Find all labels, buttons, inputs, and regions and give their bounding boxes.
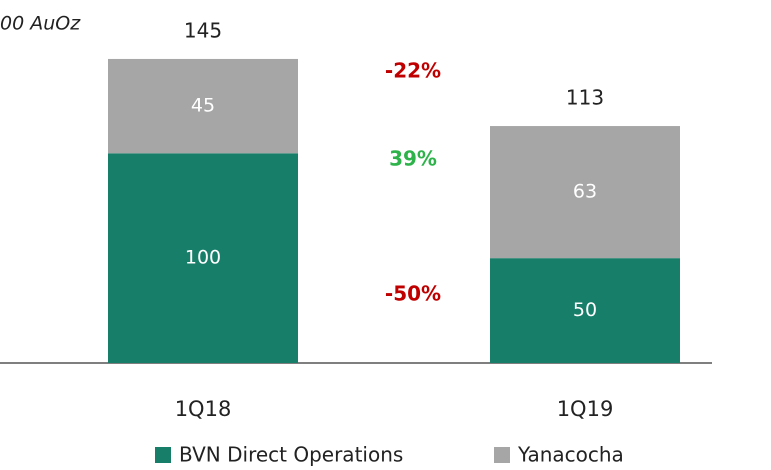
- bar-segment: [490, 126, 680, 259]
- value-label: 63: [573, 181, 597, 203]
- annotation: -50%: [385, 282, 441, 306]
- chart-title: 00 AuOz: [0, 13, 81, 35]
- x-tick-label: 1Q18: [175, 397, 232, 421]
- annotation: -22%: [385, 59, 441, 83]
- value-label: 45: [191, 95, 215, 117]
- legend-swatch: [155, 447, 171, 463]
- bar-segment: [108, 153, 298, 363]
- legend-swatch: [494, 447, 510, 463]
- value-label: 100: [185, 247, 221, 269]
- value-label: 50: [573, 299, 597, 321]
- x-tick-label: 1Q19: [557, 397, 614, 421]
- total-label: 145: [184, 18, 222, 42]
- bar-segment: [490, 258, 680, 363]
- legend-label: BVN Direct Operations: [179, 443, 403, 467]
- legend-label: Yanacocha: [517, 443, 624, 467]
- bar-segment: [108, 58, 298, 154]
- total-label: 113: [566, 86, 604, 110]
- annotation: 39%: [389, 147, 437, 171]
